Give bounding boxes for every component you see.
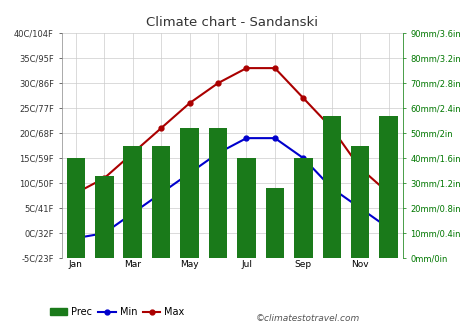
Bar [209, 128, 228, 258]
Title: Climate chart - Sandanski: Climate chart - Sandanski [146, 16, 318, 29]
Bar [95, 176, 114, 258]
Bar [180, 128, 199, 258]
Bar [351, 146, 369, 258]
Bar [379, 116, 398, 258]
Bar [123, 146, 142, 258]
Bar [322, 116, 341, 258]
Bar [265, 188, 284, 258]
Bar [237, 158, 256, 258]
Bar [294, 158, 312, 258]
Bar [152, 146, 170, 258]
Text: ©climatestotravel.com: ©climatestotravel.com [256, 314, 360, 323]
Bar [66, 158, 85, 258]
Legend: Prec, Min, Max: Prec, Min, Max [46, 303, 188, 321]
